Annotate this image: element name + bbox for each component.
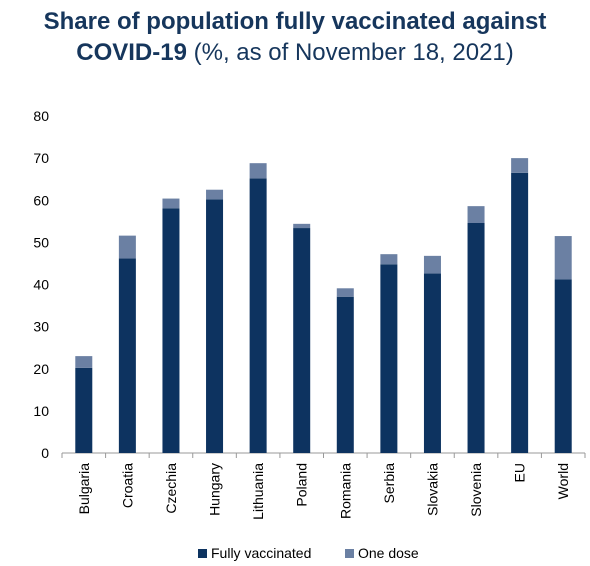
x-tick-label: Slovenia [468,463,484,517]
bar-fully-vaccinated [511,172,529,453]
x-tick-label: Hungary [207,463,223,516]
bar-fully-vaccinated [249,178,267,453]
bar-fully-vaccinated [554,279,572,453]
bar-one-dose [511,158,529,173]
chart-title-sub: (%, as of November 18, 2021) [186,39,514,66]
legend-swatch-fully-vaccinated [198,548,207,558]
bar-fully-vaccinated [293,228,311,453]
y-tick-label: 80 [33,108,49,124]
bar-one-dose [249,163,267,179]
bar-one-dose [554,236,572,280]
bar-fully-vaccinated [336,296,354,453]
bar-fully-vaccinated [380,264,398,453]
y-tick-label: 20 [33,361,49,377]
x-tick-label: Lithuania [250,463,266,520]
chart-legend: Fully vaccinated One dose [0,545,590,563]
x-tick-label: Romania [337,463,353,519]
legend-item-fully-vaccinated: Fully vaccinated [198,545,311,561]
x-tick-label: World [555,463,571,499]
x-tick-label: Poland [294,463,310,507]
legend-label-fully-vaccinated: Fully vaccinated [211,545,312,561]
legend-item-one-dose: One dose [345,545,419,561]
x-tick-label: Serbia [381,463,397,504]
bar-fully-vaccinated [118,258,136,453]
bar-fully-vaccinated [467,222,485,453]
bar-one-dose [293,223,311,229]
y-tick-label: 10 [33,403,49,419]
bar-one-dose [162,198,180,209]
x-tick-label: Slovakia [424,463,440,516]
y-tick-label: 30 [33,319,49,335]
bar-fully-vaccinated [162,208,180,453]
y-tick-label: 50 [33,234,49,250]
bar-fully-vaccinated [75,367,93,453]
bar-one-dose [118,235,136,259]
y-tick-label: 70 [33,150,49,166]
x-tick-label: EU [512,463,528,482]
chart-title: Share of population fully vaccinated aga… [0,6,590,68]
bar-one-dose [336,288,354,297]
bar-one-dose [380,254,398,265]
legend-label-one-dose: One dose [358,545,419,561]
legend-swatch-one-dose [345,548,354,558]
bar-fully-vaccinated [423,273,441,453]
bar-fully-vaccinated [206,199,224,453]
bar-one-dose [206,189,224,200]
chart-title-main: Share of population fully vaccinated aga… [43,8,547,66]
chart-plot: 0 10 20 30 40 50 60 70 80 Bulgaria Croatia Czechia H… [33,108,586,520]
y-tick-label: 0 [41,445,49,461]
bar-one-dose [75,356,93,368]
x-tick-label: Croatia [119,463,135,508]
x-tick-label: Czechia [163,463,179,514]
y-tick-label: 40 [33,277,49,293]
bar-one-dose [423,255,441,274]
bar-one-dose [467,206,485,223]
x-tick-label: Bulgaria [76,463,92,515]
y-tick-label: 60 [33,192,49,208]
